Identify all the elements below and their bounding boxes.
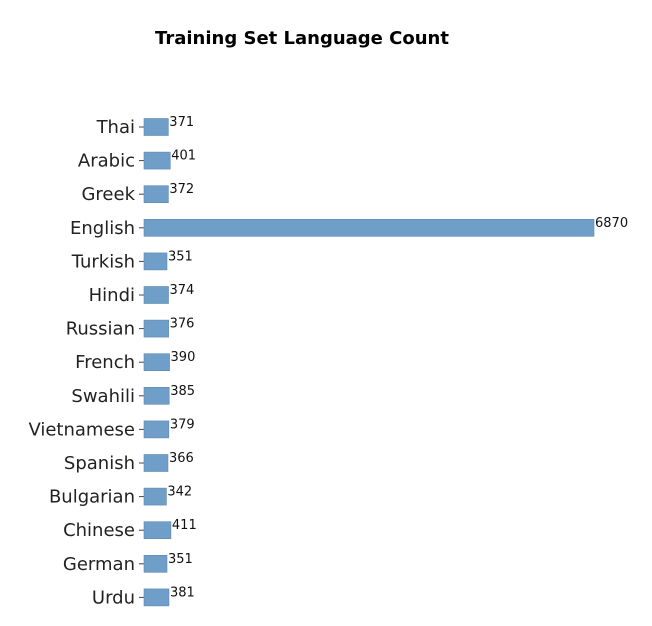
- bar-arabic: [143, 151, 171, 170]
- bar-bulgarian: [143, 487, 167, 506]
- bar-vietnamese: [143, 420, 170, 439]
- category-label-bulgarian: Bulgarian: [49, 487, 135, 508]
- value-label-urdu: 381: [170, 585, 195, 600]
- bar-urdu: [143, 588, 170, 607]
- category-label-vietnamese: Vietnamese: [28, 419, 135, 440]
- value-label-german: 351: [168, 552, 193, 567]
- category-label-turkish: Turkish: [71, 251, 135, 272]
- category-label-chinese: Chinese: [63, 520, 135, 541]
- category-label-thai: Thai: [96, 117, 135, 138]
- category-label-swahili: Swahili: [71, 386, 135, 407]
- bar-turkish: [143, 252, 168, 271]
- category-label-hindi: Hindi: [89, 285, 135, 306]
- bar-english: [143, 219, 595, 237]
- bar-thai: [143, 118, 169, 136]
- bar-chinese: [143, 521, 172, 540]
- category-label-russian: Russian: [66, 319, 135, 340]
- category-label-arabic: Arabic: [78, 151, 135, 172]
- category-label-english: English: [70, 218, 135, 239]
- value-label-swahili: 385: [170, 384, 195, 399]
- category-label-greek: Greek: [81, 184, 135, 205]
- value-label-thai: 371: [169, 115, 194, 130]
- category-label-spanish: Spanish: [64, 453, 135, 474]
- bar-greek: [143, 185, 169, 203]
- bar-swahili: [143, 386, 170, 405]
- value-label-turkish: 351: [168, 249, 193, 264]
- category-label-french: French: [75, 352, 135, 373]
- value-label-arabic: 401: [171, 149, 196, 164]
- category-label-german: German: [63, 554, 135, 575]
- bar-russian: [143, 319, 169, 338]
- value-label-spanish: 366: [169, 451, 194, 466]
- value-label-bulgarian: 342: [167, 485, 192, 500]
- value-label-chinese: 411: [172, 518, 197, 533]
- bar-german: [143, 554, 168, 573]
- value-label-greek: 372: [169, 182, 194, 197]
- chart-title: Training Set Language Count: [155, 28, 449, 49]
- value-label-french: 390: [171, 350, 196, 365]
- value-label-vietnamese: 379: [170, 417, 195, 432]
- value-label-english: 6870: [595, 216, 628, 231]
- value-label-hindi: 374: [169, 283, 194, 298]
- value-label-russian: 376: [170, 317, 195, 332]
- bar-french: [143, 353, 170, 372]
- bar-hindi: [143, 286, 169, 304]
- bar-spanish: [143, 454, 169, 472]
- bars-layer: Thai 371 Arabic 401 Greek 372 English 6870 Turki…: [28, 115, 628, 608]
- category-label-urdu: Urdu: [92, 587, 135, 608]
